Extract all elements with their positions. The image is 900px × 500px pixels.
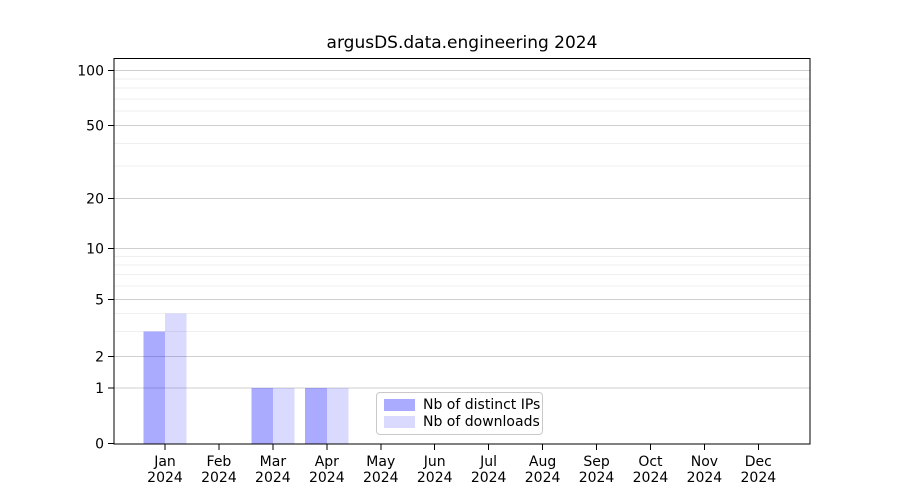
x-tick-label-year: 2024 <box>363 470 399 486</box>
plot-border <box>113 58 811 445</box>
bar-distinct-ips-apr <box>305 388 327 444</box>
bar-distinct-ips-jan <box>143 331 165 444</box>
legend-item-downloads: Nb of downloads <box>384 414 540 430</box>
chart-title: argusDS.data.engineering 2024 <box>326 33 598 53</box>
bar-downloads-apr <box>326 388 349 444</box>
y-tick-label: 50 <box>86 119 104 135</box>
legend-swatch-downloads <box>384 415 415 428</box>
bar-downloads-mar <box>272 388 295 444</box>
legend-item-distinct-ips: Nb of distinct IPs <box>384 397 540 413</box>
x-tick-label-year: 2024 <box>579 470 615 486</box>
x-tick-label-month: May <box>366 454 395 470</box>
y-tick-label: 2 <box>95 350 104 366</box>
x-tick-label-month: Jun <box>423 454 446 470</box>
legend: Nb of distinct IPs Nb of downloads <box>376 392 543 435</box>
y-tick-label: 0 <box>95 437 104 453</box>
x-tick-label-year: 2024 <box>687 470 723 486</box>
y-tick-label: 5 <box>95 293 104 309</box>
x-tick-label-month: Dec <box>745 454 772 470</box>
bar-distinct-ips-mar <box>251 388 273 444</box>
legend-label-downloads: Nb of downloads <box>423 413 540 430</box>
x-tick-label-year: 2024 <box>741 470 777 486</box>
x-tick-label-year: 2024 <box>633 470 669 486</box>
x-tick-label-month: Mar <box>260 454 287 470</box>
x-tick-label-month: Jul <box>479 454 497 470</box>
y-tick-label: 100 <box>77 64 104 80</box>
y-tick-label: 1 <box>95 381 104 397</box>
x-tick-label-month: Apr <box>315 454 339 470</box>
legend-swatch-distinct-ips <box>384 399 415 412</box>
x-tick-label-month: Sep <box>583 454 610 470</box>
y-tick-label: 10 <box>86 242 104 258</box>
x-tick-label-month: Oct <box>638 454 663 470</box>
x-tick-label-year: 2024 <box>201 470 237 486</box>
y-tick-label: 20 <box>86 192 104 208</box>
x-tick-label-year: 2024 <box>255 470 291 486</box>
x-tick-label-year: 2024 <box>147 470 183 486</box>
x-tick-label-year: 2024 <box>471 470 507 486</box>
x-tick-label-year: 2024 <box>525 470 561 486</box>
x-tick-label-month: Feb <box>207 454 232 470</box>
bar-downloads-jan <box>165 313 187 444</box>
x-tick-label-month: Nov <box>691 454 718 470</box>
x-tick-label-month: Aug <box>529 454 556 470</box>
x-tick-label-year: 2024 <box>309 470 345 486</box>
legend-label-distinct-ips: Nb of distinct IPs <box>423 397 541 414</box>
x-tick-label-year: 2024 <box>417 470 453 486</box>
x-tick-label-month: Jan <box>153 454 176 470</box>
